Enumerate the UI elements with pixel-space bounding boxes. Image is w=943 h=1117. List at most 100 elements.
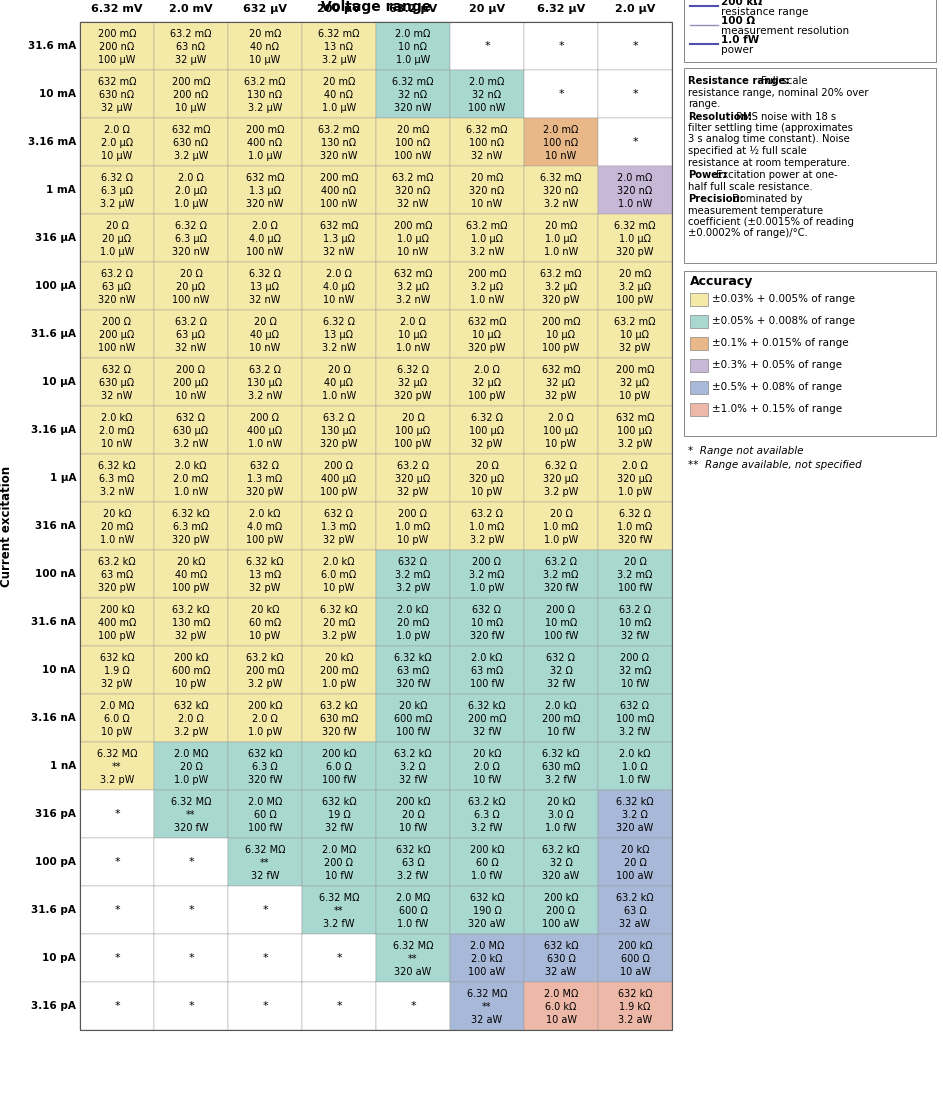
Text: Resolution:: Resolution: <box>688 112 752 122</box>
Bar <box>80 118 154 166</box>
Text: Resistance range:: Resistance range: <box>688 76 789 86</box>
Text: 63.2 mΩ: 63.2 mΩ <box>318 125 359 135</box>
Text: 3.2 nW: 3.2 nW <box>544 200 578 209</box>
Bar <box>228 22 302 70</box>
Text: 632 kΩ: 632 kΩ <box>396 846 430 856</box>
Text: 320 pW: 320 pW <box>246 487 284 497</box>
Text: 320 nΩ: 320 nΩ <box>618 187 653 197</box>
Text: 3.2 fW: 3.2 fW <box>397 871 429 881</box>
Text: 3.2 pW: 3.2 pW <box>322 631 356 641</box>
Bar <box>598 646 672 694</box>
Text: 600 Ω: 600 Ω <box>399 906 427 916</box>
Text: 1.0 pW: 1.0 pW <box>470 583 505 593</box>
Text: *: * <box>632 137 637 147</box>
Bar <box>524 311 598 359</box>
Text: 10 nW: 10 nW <box>102 439 133 449</box>
Bar <box>302 790 376 838</box>
Text: 10 μΩ: 10 μΩ <box>472 331 502 341</box>
Text: 6.3 Ω: 6.3 Ω <box>252 763 278 773</box>
Text: 100 fW: 100 fW <box>544 631 578 641</box>
Bar <box>154 598 228 646</box>
Text: 10 pA: 10 pA <box>42 953 76 963</box>
Text: Current excitation: Current excitation <box>1 466 13 586</box>
Text: 1 μA: 1 μA <box>49 472 76 483</box>
Bar <box>376 214 450 262</box>
Bar <box>154 359 228 405</box>
Bar <box>154 790 228 838</box>
Text: 2.0 Ω: 2.0 Ω <box>622 461 648 471</box>
Text: 1.0 nW: 1.0 nW <box>396 343 430 353</box>
Text: 6.32 kΩ: 6.32 kΩ <box>542 750 580 760</box>
Text: 100 nΩ: 100 nΩ <box>470 139 505 149</box>
Text: 200 Ω: 200 Ω <box>399 509 427 519</box>
Bar <box>376 262 450 311</box>
Bar <box>80 982 154 1030</box>
Text: *: * <box>337 953 341 963</box>
Text: 200 Ω: 200 Ω <box>547 605 575 615</box>
Text: 4.0 μΩ: 4.0 μΩ <box>249 235 281 245</box>
Text: 63.2 Ω: 63.2 Ω <box>545 557 577 567</box>
Text: 320 aW: 320 aW <box>469 919 505 929</box>
Text: 200 mΩ: 200 mΩ <box>172 77 210 87</box>
Text: 10 nW: 10 nW <box>545 152 576 161</box>
Text: 20 kΩ: 20 kΩ <box>399 701 427 712</box>
Bar <box>524 454 598 502</box>
Text: 63.2 Ω: 63.2 Ω <box>323 413 355 423</box>
Text: 1.9 Ω: 1.9 Ω <box>104 667 130 677</box>
Text: 400 nΩ: 400 nΩ <box>322 187 356 197</box>
Text: 320 μΩ: 320 μΩ <box>395 475 431 485</box>
Text: 1.0 nW: 1.0 nW <box>618 200 653 209</box>
Text: 100 fW: 100 fW <box>470 679 505 689</box>
Text: 320 nΩ: 320 nΩ <box>470 187 505 197</box>
Text: 1.0 pW: 1.0 pW <box>618 487 653 497</box>
Bar <box>376 598 450 646</box>
Text: measurement temperature: measurement temperature <box>688 206 823 216</box>
Text: 63 nΩ: 63 nΩ <box>176 42 206 52</box>
Text: 3.2 pW: 3.2 pW <box>396 583 430 593</box>
Text: resistance range, nominal 20% over: resistance range, nominal 20% over <box>688 87 869 97</box>
Bar <box>598 118 672 166</box>
Text: 60 Ω: 60 Ω <box>475 859 498 868</box>
Bar <box>690 381 708 394</box>
Bar <box>154 262 228 311</box>
Bar <box>154 694 228 742</box>
Text: 32 nW: 32 nW <box>323 247 355 257</box>
Bar <box>376 454 450 502</box>
Text: 6.32 Ω: 6.32 Ω <box>545 461 577 471</box>
Text: 1.0 Ω: 1.0 Ω <box>622 763 648 773</box>
Text: 32 fW: 32 fW <box>251 871 279 881</box>
Text: 200 mΩ: 200 mΩ <box>246 667 284 677</box>
Bar <box>376 359 450 405</box>
Text: 63.2 kΩ: 63.2 kΩ <box>246 653 284 663</box>
Text: 316 nA: 316 nA <box>35 521 76 531</box>
Bar <box>450 166 524 214</box>
Text: 10 mΩ: 10 mΩ <box>471 619 504 629</box>
Text: 632 mΩ: 632 mΩ <box>541 365 580 375</box>
Bar <box>80 934 154 982</box>
Bar <box>154 22 228 70</box>
Text: 1.0 nW: 1.0 nW <box>248 439 282 449</box>
Bar <box>302 118 376 166</box>
Bar <box>450 598 524 646</box>
Text: 130 nΩ: 130 nΩ <box>322 139 356 149</box>
Text: 6.32 Ω: 6.32 Ω <box>175 221 207 231</box>
Text: 10 pW: 10 pW <box>545 439 576 449</box>
Text: 10 nW: 10 nW <box>472 200 503 209</box>
Text: 200 nΩ: 200 nΩ <box>174 90 208 101</box>
Bar <box>450 694 524 742</box>
Text: Excitation power at one-: Excitation power at one- <box>713 170 837 180</box>
Bar <box>524 70 598 118</box>
Text: 1.0 μW: 1.0 μW <box>248 152 282 161</box>
Text: 1.0 pW: 1.0 pW <box>396 631 430 641</box>
Text: 1.0 μW: 1.0 μW <box>322 104 356 114</box>
Text: 6.32 kΩ: 6.32 kΩ <box>173 509 209 519</box>
Bar <box>376 694 450 742</box>
Text: 632 Ω: 632 Ω <box>399 557 427 567</box>
Text: 3.2 fW: 3.2 fW <box>620 727 651 737</box>
Text: 320 fW: 320 fW <box>174 823 208 833</box>
Text: 63 Ω: 63 Ω <box>623 906 646 916</box>
Text: 63.2 mΩ: 63.2 mΩ <box>171 29 212 39</box>
Bar <box>450 550 524 598</box>
Text: 3.2 fW: 3.2 fW <box>323 919 355 929</box>
Text: 2.0 MΩ: 2.0 MΩ <box>174 750 208 760</box>
